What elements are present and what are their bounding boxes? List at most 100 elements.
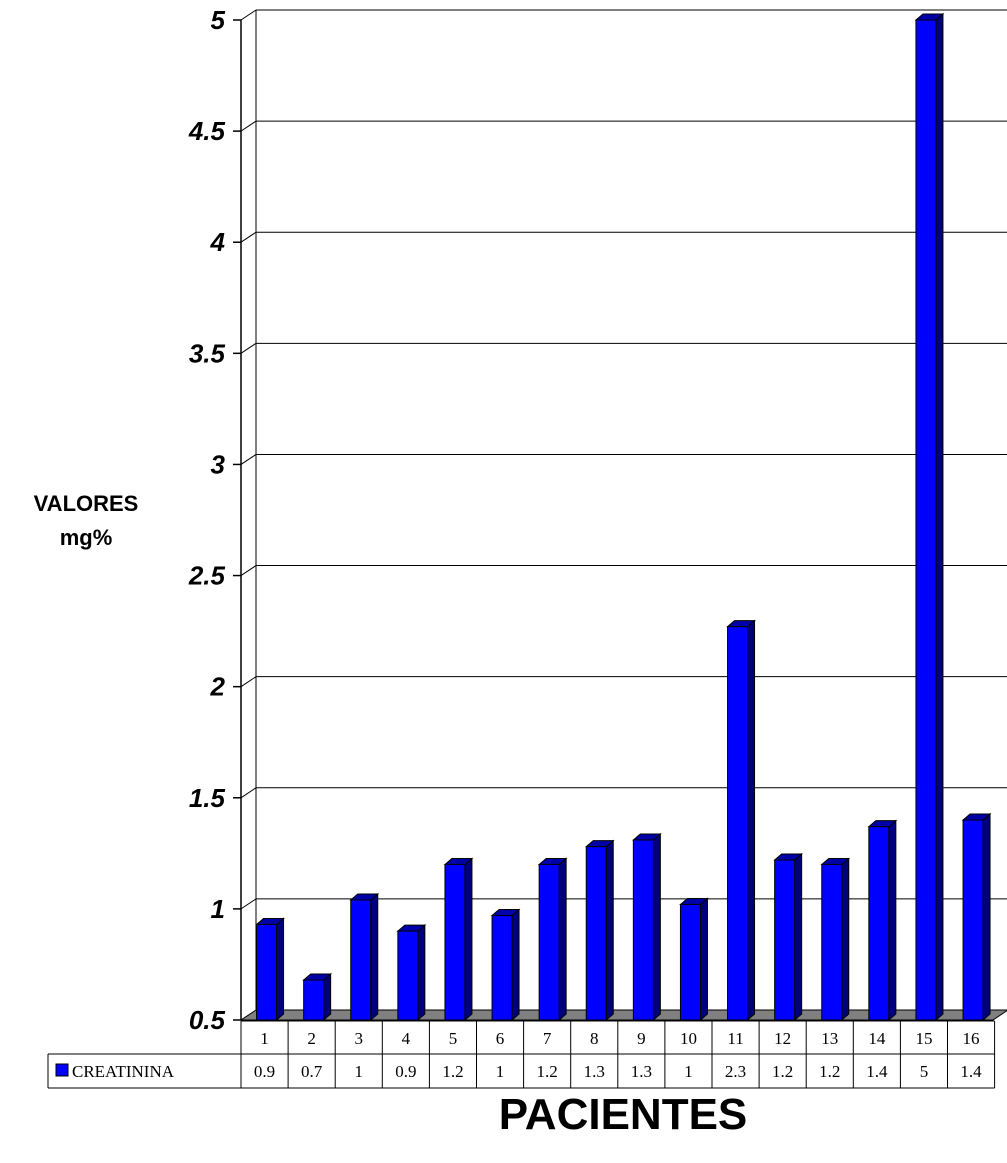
y-axis-label-line1: VALORES <box>34 491 139 516</box>
bar <box>490 908 521 1022</box>
bar <box>867 819 898 1022</box>
data-label: 0.7 <box>301 1062 323 1081</box>
data-label: 1.2 <box>819 1062 840 1081</box>
data-label: 2.3 <box>725 1062 746 1081</box>
bar-front <box>632 839 654 1021</box>
data-label: 1.3 <box>584 1062 605 1081</box>
bar <box>584 839 615 1022</box>
bar <box>537 857 568 1022</box>
data-label: 1.2 <box>772 1062 793 1081</box>
category-label: 9 <box>637 1029 646 1048</box>
category-label: 2 <box>307 1029 316 1048</box>
bar <box>396 924 427 1022</box>
bar-front <box>444 863 466 1021</box>
bar-front <box>538 863 560 1021</box>
bar-front <box>868 826 890 1021</box>
category-label: 11 <box>727 1029 743 1048</box>
bar-front <box>256 923 278 1021</box>
bar-front <box>915 19 937 1021</box>
category-label: 14 <box>868 1029 886 1048</box>
bar-side <box>935 12 944 1022</box>
category-label: 15 <box>915 1029 932 1048</box>
category-label: 16 <box>963 1029 980 1048</box>
floor-plane <box>239 1009 1007 1021</box>
gridline-side <box>240 342 257 354</box>
axis-labels: VALORES mg% PACIENTES <box>34 491 748 1139</box>
y-tick-label: 0.5 <box>189 1005 226 1035</box>
bar-side <box>699 897 708 1022</box>
category-label: 8 <box>590 1029 599 1048</box>
y-tick-label: 2.5 <box>188 561 226 591</box>
bar <box>302 972 333 1022</box>
bars <box>255 12 992 1022</box>
chart-floor <box>239 1009 1007 1021</box>
y-tick-label: 3.5 <box>189 338 226 368</box>
bar-side <box>982 812 991 1022</box>
bar-front <box>303 979 325 1021</box>
data-label: 0.9 <box>395 1062 416 1081</box>
category-label: 12 <box>774 1029 791 1048</box>
category-label: 5 <box>449 1029 458 1048</box>
bar <box>961 812 992 1022</box>
y-tick-label: 3 <box>211 449 226 479</box>
bar <box>679 897 709 1022</box>
y-tick-label: 4.5 <box>188 116 226 146</box>
gridline-side <box>240 231 257 243</box>
gridline-side <box>240 787 257 799</box>
bar-front <box>491 915 513 1021</box>
legend-label: CREATININA <box>72 1062 175 1081</box>
gridline-side <box>240 454 257 465</box>
data-label: 1 <box>684 1062 693 1081</box>
data-table: 10.920.73140.951.26171.281.391.3101112.3… <box>47 1020 996 1089</box>
data-label: 5 <box>920 1062 929 1081</box>
y-tick-label: 2 <box>210 672 226 702</box>
data-label: 1.4 <box>866 1062 888 1081</box>
bar <box>349 892 380 1022</box>
data-label: 1.2 <box>537 1062 558 1081</box>
category-label: 1 <box>260 1029 269 1048</box>
gridline-side <box>240 9 257 21</box>
data-label: 1 <box>355 1062 364 1081</box>
gridline-side <box>240 565 257 576</box>
bar-side <box>794 852 803 1022</box>
bar-front <box>350 899 372 1021</box>
bar-side <box>888 819 897 1022</box>
y-tick-label: 1.5 <box>189 783 226 813</box>
bar-front <box>585 846 607 1021</box>
bar <box>255 917 285 1022</box>
category-label: 10 <box>680 1029 697 1048</box>
category-label: 3 <box>355 1029 364 1048</box>
bar-side <box>605 839 614 1022</box>
y-tick-label: 4 <box>210 227 226 257</box>
grid-lines <box>240 9 1007 910</box>
bar-side <box>464 857 473 1022</box>
bar <box>773 852 804 1022</box>
bar-side <box>370 892 379 1022</box>
bar <box>443 857 474 1022</box>
y-tick-label: 5 <box>211 5 226 35</box>
category-label: 7 <box>543 1029 552 1048</box>
legend-swatch <box>55 1063 69 1077</box>
bar-side <box>747 619 756 1022</box>
gridline-side <box>240 120 257 132</box>
bar-side <box>652 832 661 1022</box>
bar-side <box>841 857 850 1022</box>
bar-side <box>323 972 332 1022</box>
bar-front <box>679 903 701 1021</box>
bar <box>820 857 851 1022</box>
gridline-side <box>240 898 257 910</box>
bar-front <box>821 863 843 1021</box>
category-label: 13 <box>821 1029 838 1048</box>
x-axis-label: PACIENTES <box>499 1090 748 1139</box>
data-label: 1.2 <box>442 1062 463 1081</box>
bar-front <box>774 859 796 1021</box>
y-tick-label: 1 <box>211 894 225 924</box>
bar-side <box>558 857 567 1022</box>
data-label: 1.3 <box>631 1062 652 1081</box>
data-label: 0.9 <box>254 1062 275 1081</box>
bar <box>914 12 945 1022</box>
bar-front <box>727 626 749 1021</box>
bar-side <box>276 917 285 1022</box>
data-label: 1.4 <box>960 1062 982 1081</box>
